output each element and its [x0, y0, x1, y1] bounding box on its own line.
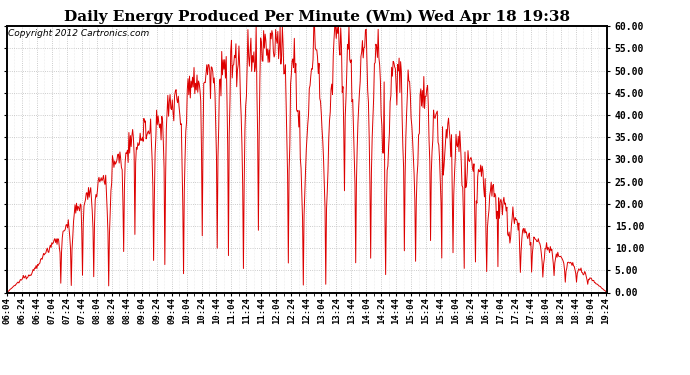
Text: Daily Energy Produced Per Minute (Wm) Wed Apr 18 19:38: Daily Energy Produced Per Minute (Wm) We…	[64, 9, 571, 24]
Text: Copyright 2012 Cartronics.com: Copyright 2012 Cartronics.com	[8, 29, 149, 38]
